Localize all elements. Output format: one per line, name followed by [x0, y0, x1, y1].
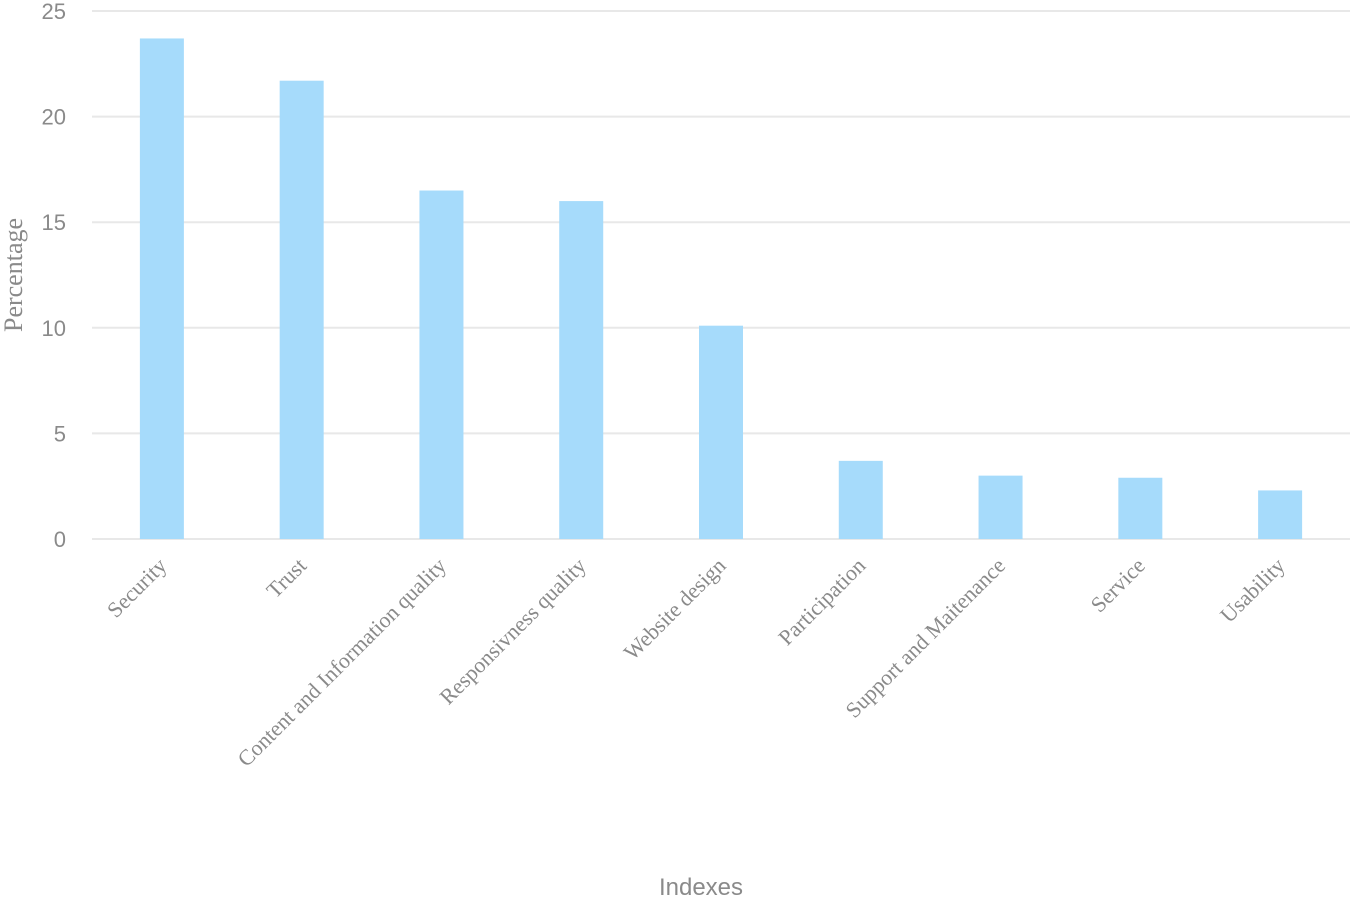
x-tick-label: Support and Maitenance — [840, 553, 1010, 723]
x-axis-label: Indexes — [659, 874, 743, 897]
bar — [419, 190, 464, 539]
bar — [139, 38, 184, 540]
bar — [1118, 477, 1163, 539]
x-tick-label: Usability — [1215, 553, 1290, 628]
x-tick-label: Service — [1086, 553, 1150, 617]
x-tick-label: Responsivness quality — [434, 553, 590, 709]
y-tick-label: 20 — [42, 105, 66, 130]
y-tick-label: 0 — [54, 527, 66, 552]
y-axis-label: Percentage — [0, 218, 28, 332]
bar — [559, 201, 604, 539]
y-tick-label: 5 — [54, 421, 66, 446]
bar — [279, 80, 324, 540]
x-tick-label: Trust — [261, 553, 311, 603]
y-tick-label: 15 — [42, 210, 66, 235]
bar — [838, 460, 883, 539]
y-tick-label: 10 — [42, 316, 66, 341]
x-tick-label: Participation — [773, 553, 870, 650]
bar — [699, 325, 743, 539]
bar — [978, 475, 1023, 539]
x-tick-label: Website design — [619, 553, 731, 665]
bar — [1258, 490, 1303, 539]
x-tick-label: Security — [102, 553, 172, 623]
y-tick-label: 25 — [42, 0, 66, 24]
